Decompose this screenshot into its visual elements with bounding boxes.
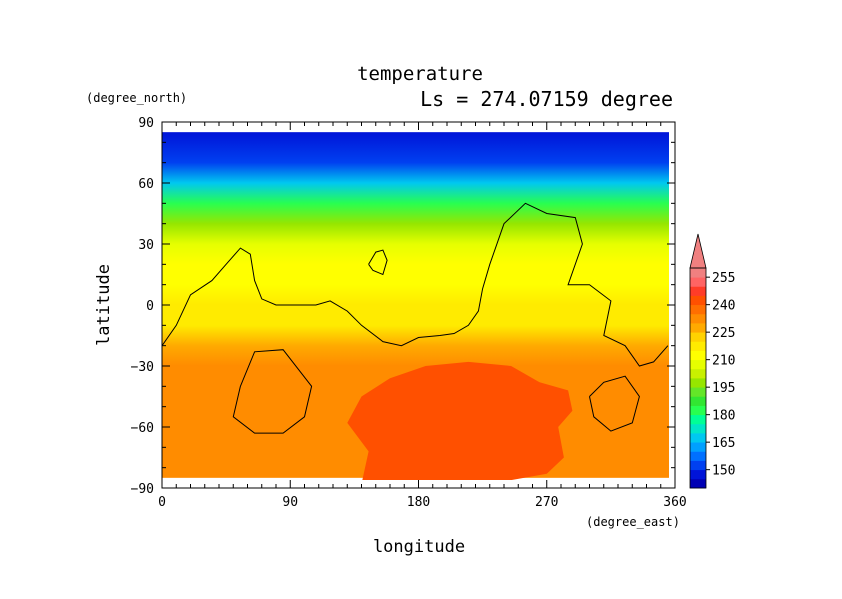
y-units-label: (degree_north): [86, 91, 187, 105]
colorbar-swatch: [690, 277, 706, 287]
colorbar-tick-label: 150: [712, 464, 735, 479]
y-tick-label: 90: [138, 116, 154, 131]
y-tick-label: 30: [138, 238, 154, 253]
colorbar-swatch: [690, 286, 706, 296]
colorbar-swatch: [690, 433, 706, 443]
colorbar-swatch: [690, 341, 706, 351]
chart-subtitle: Ls = 274.07159 degree: [420, 87, 673, 111]
y-tick-label: −60: [131, 421, 154, 436]
colorbar-swatch: [690, 268, 706, 278]
contour-line-0: [162, 202, 669, 367]
colorbar-swatch: [690, 323, 706, 333]
colorbar-swatch: [690, 414, 706, 425]
chart-title: temperature: [357, 63, 483, 85]
colorbar-swatch: [690, 313, 706, 324]
contour-line-2: [232, 349, 313, 434]
colorbar-swatch: [690, 304, 706, 315]
colorbar-tick-label: 210: [712, 354, 735, 369]
colorbar-swatch: [690, 442, 706, 452]
colorbar-swatch: [690, 469, 706, 480]
colorbar-frame: [689, 267, 707, 489]
colorbar-swatch: [690, 295, 706, 306]
y-tick-label: −30: [131, 360, 154, 375]
colorbar-tick-label: 225: [712, 326, 735, 341]
colorbar-tick-label: 255: [712, 271, 735, 286]
x-tick-label: 360: [663, 495, 686, 510]
colorbar-swatch: [690, 350, 706, 361]
contour-line-3: [589, 375, 640, 432]
colorbar-swatch: [690, 478, 706, 489]
colorbar-tick-label: 165: [712, 436, 735, 451]
y-axis-ticks: −90 −60 −30 0 30 60 90: [131, 116, 675, 497]
x-axis-label: longitude: [373, 537, 465, 557]
y-tick-label: 60: [138, 177, 154, 192]
colorbar-swatch: [690, 359, 706, 370]
colorbar-swatch: [690, 368, 706, 379]
colorbar-tick-label: 180: [712, 409, 735, 424]
x-tick-label: 270: [535, 495, 558, 510]
colorbar-swatch: [690, 405, 706, 416]
colorbar-swatch: [690, 396, 706, 406]
colorbar: 150 165 180 195 210 225 240 255: [689, 233, 735, 489]
colorbar-swatch: [690, 387, 706, 397]
topography-contour: [162, 202, 669, 434]
colorbar-swatch: [690, 451, 706, 461]
y-tick-label: 0: [146, 299, 154, 314]
colorbar-swatch: [690, 423, 706, 434]
colorbar-swatch: [690, 460, 706, 471]
x-tick-label: 90: [282, 495, 298, 510]
x-tick-label: 0: [158, 495, 166, 510]
colorbar-swatch: [690, 332, 706, 342]
warm-region: [347, 361, 573, 480]
x-units-label: (degree_east): [586, 515, 680, 529]
colorbar-tick-label: 195: [712, 381, 735, 396]
colorbar-extend-arrow: [689, 233, 707, 269]
y-tick-label: −90: [131, 482, 154, 497]
y-axis-label: latitude: [94, 264, 114, 346]
colorbar-swatch: [690, 378, 706, 388]
contour-line-1: [368, 249, 388, 276]
x-tick-label: 180: [407, 495, 430, 510]
temperature-field: [162, 132, 669, 480]
x-axis-ticks: 0 90 180 270 360: [158, 122, 687, 510]
colorbar-tick-label: 240: [712, 299, 735, 314]
